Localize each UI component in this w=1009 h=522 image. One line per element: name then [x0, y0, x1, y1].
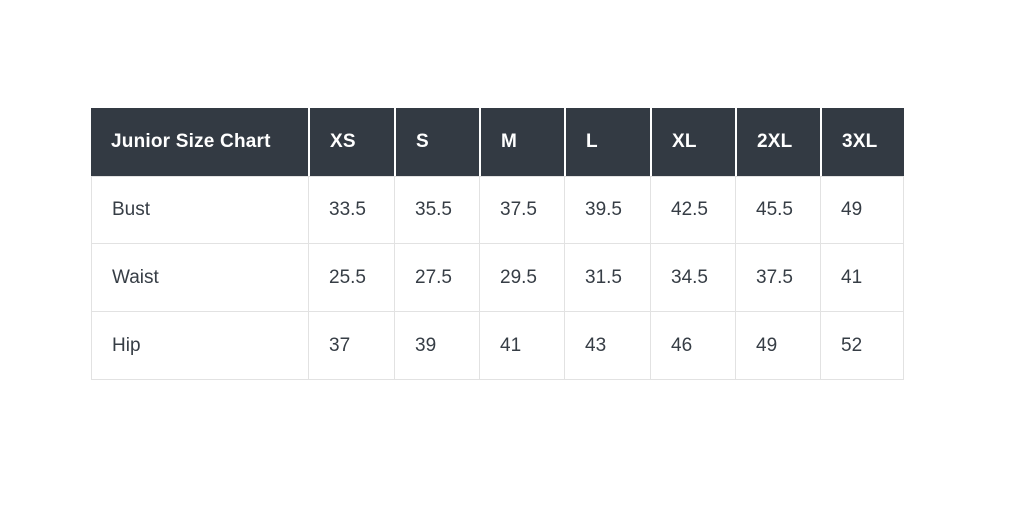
header-cell-3xl: 3XL — [820, 108, 904, 176]
header-cell-s: S — [394, 108, 479, 176]
cell-bust-s: 35.5 — [394, 176, 479, 244]
row-label-waist: Waist — [91, 244, 308, 312]
cell-hip-s: 39 — [394, 312, 479, 380]
row-label-bust: Bust — [91, 176, 308, 244]
size-chart-table: Junior Size Chart XS S M L XL 2XL 3XL Bu… — [91, 108, 904, 380]
cell-hip-xs: 37 — [308, 312, 394, 380]
cell-bust-xs: 33.5 — [308, 176, 394, 244]
row-label-hip: Hip — [91, 312, 308, 380]
cell-waist-xl: 34.5 — [650, 244, 735, 312]
cell-hip-l: 43 — [564, 312, 650, 380]
cell-waist-l: 31.5 — [564, 244, 650, 312]
table-title-cell: Junior Size Chart — [91, 108, 308, 176]
table-row-waist: Waist 25.5 27.5 29.5 31.5 34.5 37.5 41 — [91, 244, 904, 312]
cell-bust-2xl: 45.5 — [735, 176, 820, 244]
cell-bust-xl: 42.5 — [650, 176, 735, 244]
header-cell-m: M — [479, 108, 564, 176]
header-cell-l: L — [564, 108, 650, 176]
table-header-row: Junior Size Chart XS S M L XL 2XL 3XL — [91, 108, 904, 176]
cell-hip-3xl: 52 — [820, 312, 904, 380]
cell-waist-m: 29.5 — [479, 244, 564, 312]
cell-waist-2xl: 37.5 — [735, 244, 820, 312]
size-chart-container: Junior Size Chart XS S M L XL 2XL 3XL Bu… — [91, 108, 904, 380]
header-cell-xs: XS — [308, 108, 394, 176]
header-cell-2xl: 2XL — [735, 108, 820, 176]
cell-waist-xs: 25.5 — [308, 244, 394, 312]
cell-bust-l: 39.5 — [564, 176, 650, 244]
table-row-bust: Bust 33.5 35.5 37.5 39.5 42.5 45.5 49 — [91, 176, 904, 244]
cell-waist-s: 27.5 — [394, 244, 479, 312]
header-cell-xl: XL — [650, 108, 735, 176]
table-row-hip: Hip 37 39 41 43 46 49 52 — [91, 312, 904, 380]
cell-bust-m: 37.5 — [479, 176, 564, 244]
cell-bust-3xl: 49 — [820, 176, 904, 244]
cell-hip-xl: 46 — [650, 312, 735, 380]
cell-hip-2xl: 49 — [735, 312, 820, 380]
cell-waist-3xl: 41 — [820, 244, 904, 312]
cell-hip-m: 41 — [479, 312, 564, 380]
